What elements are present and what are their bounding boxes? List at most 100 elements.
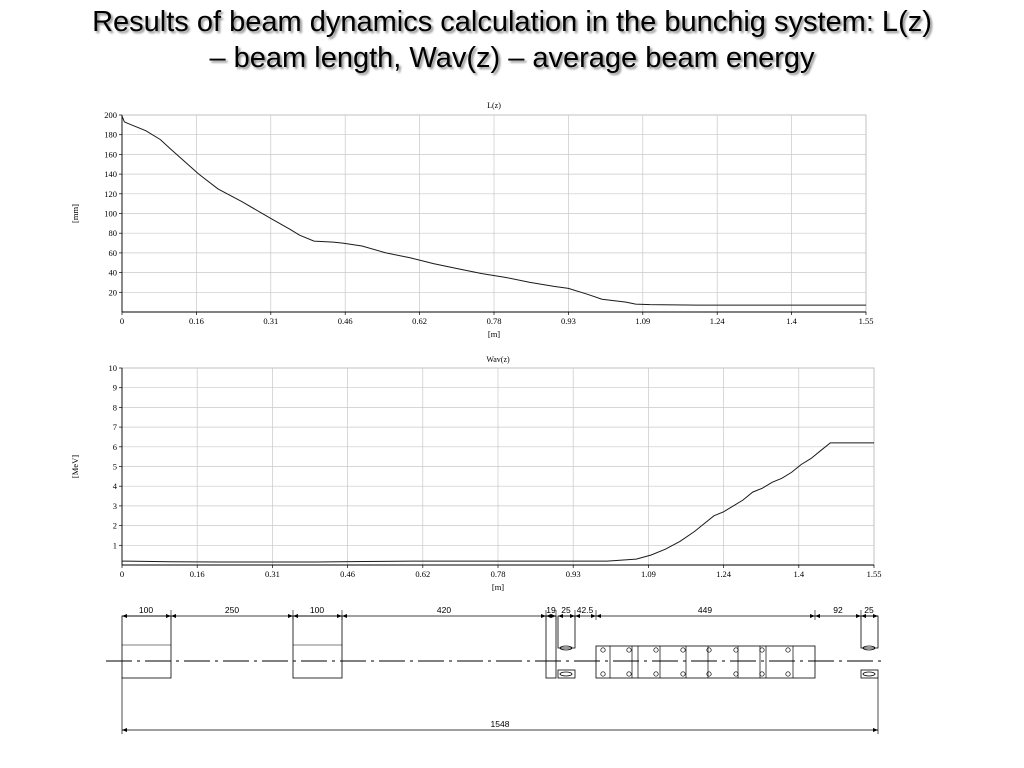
small-element-1 [545,615,557,679]
dimension-arrowhead [342,614,347,618]
coupling-hole [759,647,765,653]
accelerating-section [595,645,816,679]
dimension-arrowhead [166,614,171,618]
dimension-arrowhead [873,728,878,732]
coupling-hole [680,647,686,653]
quadrupole-pole-mark [862,671,876,677]
quadrupole-pole-mark [862,645,876,651]
slide-title: Results of beam dynamics calculation in … [0,4,1024,76]
y-tick-label: 160 [104,149,117,159]
x-tick-label: 0.93 [561,316,576,326]
dimension-label-3: 100 [310,605,324,615]
coupling-hole [653,647,659,653]
coupling-hole [600,671,606,677]
y-axis-label: [mm] [70,204,80,223]
dimension-label-8: 449 [698,605,712,615]
y-tick-label: 2 [113,521,117,531]
x-tick-label: 0 [120,569,124,579]
dimension-arrowhead [122,728,127,732]
coupling-hole [785,647,791,653]
x-tick-label: 1.4 [786,316,797,326]
y-tick-label: 200 [104,110,117,120]
quadrupole-pole-mark [559,645,573,651]
dimension-arrowhead [861,614,866,618]
dimension-arrowhead [122,614,127,618]
x-tick-label: 0.78 [487,316,502,326]
dimension-arrowhead [596,614,601,618]
y-axis-label: [MeV] [70,455,80,478]
chart-l-of-z: 0 0.16 0.31 0.46 0.62 0.78 0.93 1.09 1.24 1.4 1.55… [70,101,873,339]
dimension-arrowhead [551,614,556,618]
quadrupole-pole-mark [559,671,573,677]
y-tick-label: 3 [113,501,117,511]
x-tick-label: 0 [120,316,124,326]
dimension-arrowhead [591,614,596,618]
dimension-arrowhead [873,614,878,618]
dimension-arrowhead [546,614,551,618]
y-tick-label: 180 [104,130,117,140]
dimension-arrowhead [337,614,342,618]
x-tick-label: 0.62 [415,569,430,579]
x-tick-label: 1.09 [641,569,656,579]
chart-title: L(z) [487,101,501,110]
x-tick-label: 0.31 [263,316,278,326]
coupling-hole [680,671,686,677]
coupling-hole [653,671,659,677]
accelerating-cells [559,645,876,678]
y-tick-label: 7 [113,422,117,432]
bunching-system-schematic: 100 250 100 420 19 25 42.5 449 92 25 154… [106,605,884,734]
coupling-hole [706,671,712,677]
quadrupole-1-lower [557,669,576,679]
y-tick-label: 4 [113,481,118,491]
total-length-label: 1548 [491,719,510,729]
y-tick-label: 20 [109,287,118,297]
dimension-label-5: 19 [546,605,556,615]
x-tick-label: 0.62 [412,316,427,326]
dimension-arrowhead [575,614,580,618]
coupling-hole [706,647,712,653]
x-tick-label: 1.24 [716,569,732,579]
quadrupole-2-lower [860,669,879,679]
x-tick-label: 0.16 [190,569,205,579]
y-tick-label: 1 [113,540,117,550]
x-tick-label: 1.4 [793,569,804,579]
dimension-label-7: 42.5 [577,605,594,615]
y-tick-label: 10 [109,363,118,373]
dimension-arrowhead [288,614,293,618]
buncher-cavity-1 [121,615,172,679]
coupling-hole [785,671,791,677]
dimension-arrowhead [856,614,861,618]
dimension-arrowhead [815,614,820,618]
coupling-hole [626,647,632,653]
x-axis-label: [m] [488,329,500,339]
dimension-label-4: 420 [437,605,451,615]
data-line [121,115,866,306]
buncher-cavity-2 [292,615,343,679]
chart-title: Wav(z) [486,355,510,364]
x-tick-label: 1.09 [635,316,650,326]
y-tick-label: 140 [104,169,117,179]
slide-title-line-2: – beam length, Wav(z) – average beam ene… [209,42,815,74]
y-tick-label: 120 [104,189,117,199]
coupling-hole [600,647,606,653]
dimension-label-2: 250 [225,605,239,615]
x-axis-label: [m] [492,582,504,592]
dimension-arrowhead [570,614,575,618]
dimension-label-10: 25 [864,605,874,615]
y-tick-label: 80 [109,228,118,238]
y-tick-label: 6 [113,442,117,452]
dimension-arrowhead [171,614,176,618]
dimension-arrowhead [810,614,815,618]
dimension-label-1: 100 [139,605,153,615]
slide-title-line-1: Results of beam dynamics calculation in … [92,6,932,38]
x-tick-label: 1.55 [859,316,874,326]
x-tick-label: 0.78 [491,569,506,579]
x-tick-label: 0.46 [340,569,355,579]
y-tick-label: 9 [113,383,117,393]
y-tick-label: 8 [113,402,117,412]
coupling-hole [626,671,632,677]
y-tick-label: 5 [113,462,117,472]
x-tick-label: 1.24 [710,316,726,326]
data-line [121,442,874,563]
